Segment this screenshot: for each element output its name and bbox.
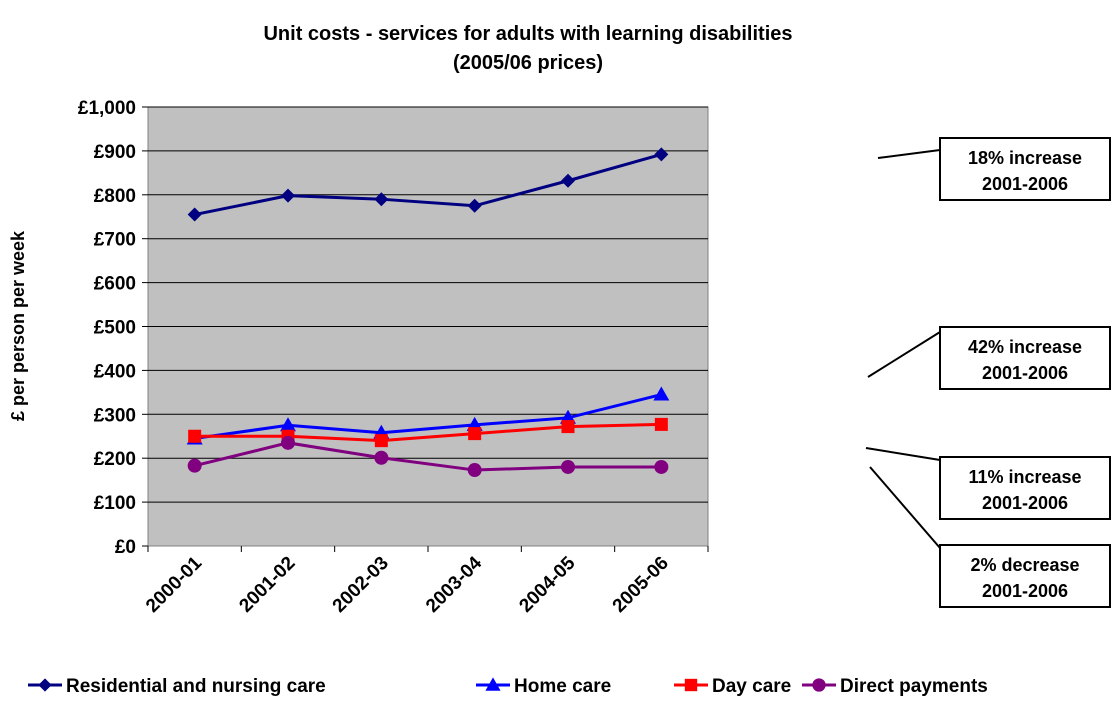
data-point: [468, 427, 482, 441]
series-line: [194, 441, 662, 472]
legend-label: Residential and nursing care: [66, 676, 326, 697]
data-point: [281, 435, 295, 450]
callout-leader: [867, 331, 941, 378]
callout-text: 2% decrease: [970, 555, 1079, 575]
data-point: [374, 192, 389, 207]
annotation-callout: 2% decrease 2001-2006: [869, 466, 1111, 608]
callout-box: [939, 544, 1111, 608]
callout-period: 2001-2006: [982, 174, 1068, 194]
data-point: [374, 434, 388, 448]
data-point: [187, 458, 202, 473]
callout-leader: [869, 466, 941, 549]
legend-item: Residential and nursing care: [28, 676, 326, 697]
data-point: [38, 678, 52, 692]
data-point: [188, 429, 202, 443]
callout-period: 2001-2006: [982, 581, 1068, 601]
series-day-care: [188, 417, 668, 448]
callout-box: [939, 456, 1111, 520]
y-tick-label: £500: [94, 318, 136, 339]
callout-period: 2001-2006: [982, 493, 1068, 513]
gridlines: [148, 106, 708, 503]
x-tick-label: 2005-06: [609, 553, 673, 617]
legend-item: Home care: [476, 676, 611, 697]
callout-text: 18% increase: [968, 148, 1082, 168]
data-point: [561, 459, 575, 474]
annotation-callout: 42% increase 2001-2006: [867, 326, 1111, 390]
data-point: [374, 450, 389, 465]
y-tick-label: £400: [94, 361, 136, 382]
callout-leader: [877, 149, 941, 159]
series-residential-and-nursing-care: [187, 147, 669, 222]
x-axis-ticks: 2000-01 2001-02 2002-03 2003-04 2004-05 2005-…: [142, 546, 709, 617]
y-tick-label: £700: [94, 230, 136, 251]
data-point: [467, 463, 482, 478]
data-point: [654, 417, 668, 431]
chart-subtitle: (2005/06 prices): [453, 52, 603, 74]
x-tick-label: 2003-04: [422, 552, 486, 616]
data-point: [654, 147, 669, 162]
data-point: [561, 420, 575, 434]
data-point: [812, 678, 826, 692]
y-axis-ticks: £0 £100 £200 £300 £400 £500 £600 £700 £800 £900 £1…: [78, 98, 148, 558]
y-tick-label: £1,000: [78, 98, 136, 119]
x-tick-label: 2004-05: [515, 552, 579, 616]
y-tick-label: £300: [94, 405, 136, 426]
series-direct-payments: [187, 435, 669, 478]
y-tick-label: £600: [94, 274, 136, 295]
data-point: [485, 677, 501, 691]
series-line: [194, 152, 662, 217]
legend-label: Direct payments: [840, 676, 988, 697]
legend-item: Direct payments: [802, 676, 988, 697]
annotations: 18% increase 2001-2006 42% increase 2001-20…: [865, 137, 1111, 608]
data-point: [280, 417, 296, 432]
y-tick-label: £900: [94, 142, 136, 163]
series-line: [194, 422, 662, 443]
chart-title: Unit costs - services for adults with le…: [263, 23, 792, 45]
series-group: [186, 147, 670, 478]
y-tick-label: £200: [94, 449, 136, 470]
y-tick-label: £100: [94, 493, 136, 514]
y-tick-label: £0: [115, 537, 136, 558]
callout-box: [939, 326, 1111, 390]
legend: Residential and nursing care Home care Day…: [28, 676, 988, 697]
data-point: [281, 188, 295, 203]
series-line: [194, 393, 662, 440]
data-point: [467, 198, 482, 213]
x-tick-label: 2002-03: [329, 553, 393, 617]
callout-text: 11% increase: [968, 467, 1081, 487]
callout-box: [939, 137, 1111, 201]
data-point: [187, 207, 202, 222]
x-tick-label: 2000-01: [142, 552, 206, 616]
y-axis-label: £ per person per week: [8, 230, 28, 421]
y-tick-label: £800: [94, 186, 136, 207]
annotation-callout: 18% increase 2001-2006: [877, 137, 1111, 201]
data-point: [561, 173, 575, 188]
callout-leader: [865, 447, 941, 461]
callout-text: 42% increase: [968, 337, 1082, 357]
x-tick-label: 2001-02: [235, 553, 299, 617]
data-point: [653, 386, 670, 401]
legend-label: Home care: [514, 676, 611, 697]
data-point: [654, 459, 669, 474]
data-point: [684, 678, 698, 692]
legend-item: Day care: [674, 676, 791, 697]
annotation-callout: 11% increase 2001-2006: [865, 447, 1111, 520]
callout-period: 2001-2006: [982, 363, 1068, 383]
legend-label: Day care: [712, 676, 791, 697]
